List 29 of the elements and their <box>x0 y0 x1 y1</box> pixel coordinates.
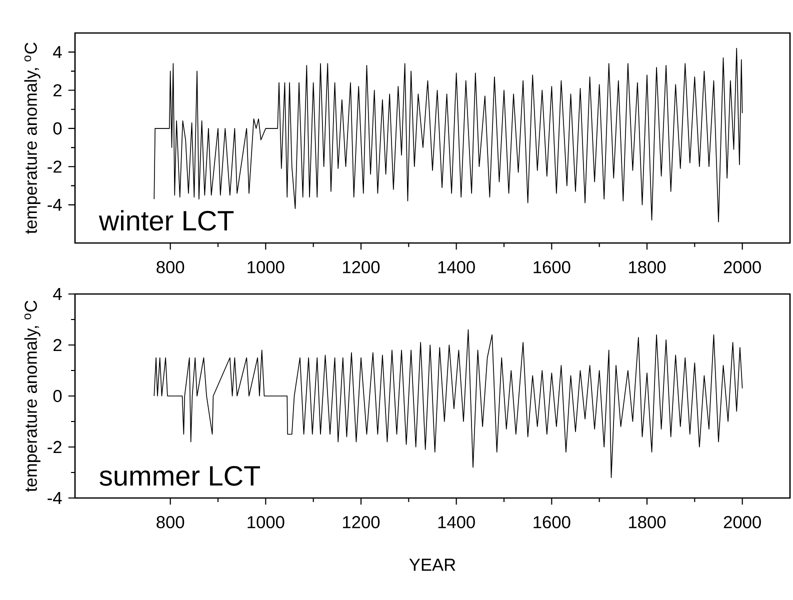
y-tick-label: -4 <box>48 492 62 504</box>
x-tick-label: 1200 <box>343 261 380 274</box>
y-tick-label: 0 <box>53 122 62 135</box>
x-axis-title: YEAR <box>409 558 456 571</box>
x-tick-label: 1600 <box>534 516 570 528</box>
x-tick-label: 800 <box>156 516 184 528</box>
x-tick-label: 1400 <box>438 516 475 528</box>
x-tick-label: 2000 <box>724 516 761 528</box>
x-tick-label: 1600 <box>534 261 570 274</box>
y-tick-label: -2 <box>48 440 62 454</box>
y-tick-label: -2 <box>48 160 62 173</box>
y-tick-label: -4 <box>48 198 62 211</box>
x-tick-label: 800 <box>156 261 184 274</box>
y-tick-label: 0 <box>53 390 62 402</box>
y-tick-label: 2 <box>54 84 62 96</box>
x-tick-label: 2000 <box>724 261 761 274</box>
x-tick-label: 1800 <box>629 261 666 274</box>
x-tick-label: 1800 <box>629 516 666 528</box>
x-tick-label: 1000 <box>248 261 284 274</box>
y-axis-title: temperature anomaly, $^{o}$C <box>24 300 40 492</box>
y-tick-label: 2 <box>54 338 62 352</box>
y-tick-label: 4 <box>53 46 62 58</box>
annotation: summer LCT <box>100 466 260 486</box>
y-tick-label: 4 <box>53 288 62 300</box>
x-tick-label: 1400 <box>438 261 475 274</box>
x-tick-label: 1200 <box>343 516 380 528</box>
annotation: winter LCT <box>98 210 234 231</box>
x-tick-label: 1000 <box>248 516 284 528</box>
y-axis-title: temperature anomaly, $^{o}$C <box>24 42 40 234</box>
